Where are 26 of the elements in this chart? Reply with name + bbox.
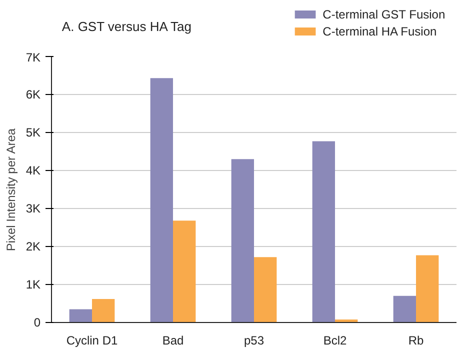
bar	[173, 220, 196, 322]
y-axis-title: Pixel Intensity per Area	[4, 128, 18, 252]
y-tick-label: 6K	[26, 88, 41, 102]
bar	[312, 141, 335, 322]
bar	[92, 298, 115, 322]
bar	[416, 255, 439, 322]
x-tick-label: Bcl2	[323, 334, 347, 348]
bar	[393, 296, 416, 322]
chart-title: A. GST versus HA Tag	[62, 19, 192, 34]
legend-label: C-terminal HA Fusion	[322, 24, 437, 38]
x-tick-label: Rb	[408, 334, 424, 348]
y-tick-label: 4K	[26, 164, 41, 178]
y-tick-label: 0	[34, 316, 41, 330]
bar	[69, 309, 92, 322]
y-tick-label: 1K	[26, 278, 41, 292]
legend-label: C-terminal GST Fusion	[322, 8, 446, 22]
y-tick-label: 5K	[26, 126, 41, 140]
y-tick-label: 2K	[26, 240, 41, 254]
x-tick-label: Cyclin D1	[66, 334, 118, 348]
bar	[150, 78, 173, 322]
x-tick-label: Bad	[162, 334, 184, 348]
y-tick-label: 7K	[26, 50, 41, 64]
y-tick-label: 3K	[26, 202, 41, 216]
bar	[231, 159, 254, 322]
x-tick-label: p53	[244, 334, 264, 348]
bar	[254, 257, 277, 322]
